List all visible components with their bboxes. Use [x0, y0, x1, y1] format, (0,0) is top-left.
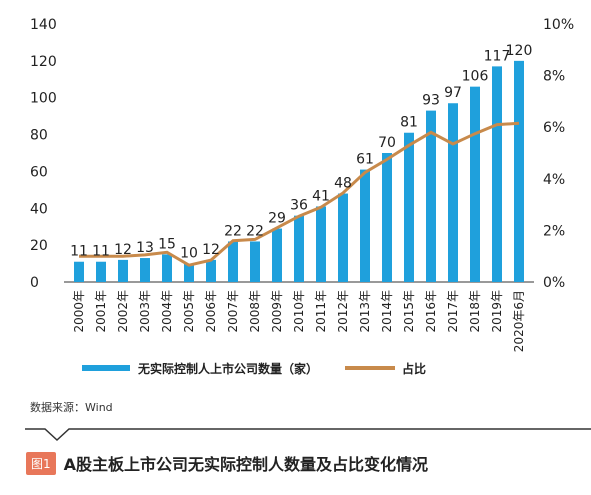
bar-series [74, 60, 524, 283]
bar [360, 169, 370, 282]
x-tick-label: 2008年 [248, 290, 262, 333]
x-tick-label: 2015年 [402, 290, 416, 333]
bar-value-label: 117 [484, 48, 511, 64]
bar-value-label: 11 [92, 244, 110, 260]
x-tick-label: 2010年 [292, 290, 306, 333]
bar [206, 259, 216, 282]
right-tick-label: 0% [543, 275, 565, 291]
figure-number-badge: 图1 [26, 451, 56, 475]
bar-value-label: 93 [422, 93, 440, 109]
bar-value-label: 22 [246, 223, 264, 239]
right-tick-label: 10% [543, 17, 574, 33]
legend: 无实际控制人上市公司数量（家） 占比 [82, 361, 426, 376]
x-axis-labels: 2000年 2001年 2002年 2003年 2004年 2005年 2006年 2007年… [72, 290, 526, 352]
bar-value-label: 22 [224, 223, 242, 239]
x-tick-label: 2012年 [336, 290, 350, 333]
bar [250, 241, 260, 282]
left-tick-label: 80 [30, 128, 48, 144]
x-tick-label: 2004年 [160, 290, 174, 333]
bar [514, 60, 524, 282]
bar-value-label: 41 [312, 188, 330, 204]
left-tick-label: 120 [30, 54, 57, 70]
right-tick-label: 4% [543, 172, 565, 188]
bar [96, 261, 106, 282]
right-axis-ticks: 0% 2% 4% 6% 8% 10% [543, 17, 574, 291]
bar-value-label: 48 [334, 176, 352, 192]
x-tick-label: 2003年 [138, 290, 152, 333]
x-tick-label: 2017年 [446, 290, 460, 333]
left-tick-label: 20 [30, 238, 48, 254]
x-tick-label: 2016年 [424, 290, 438, 333]
x-tick-label: 2009年 [270, 290, 284, 333]
x-tick-label: 2000年 [72, 290, 86, 333]
bar [404, 132, 414, 282]
x-tick-label: 2013年 [358, 290, 372, 333]
bar [74, 261, 84, 282]
bar [162, 254, 172, 282]
x-tick-label: 2019年 [490, 290, 504, 333]
legend-bar-swatch [82, 365, 130, 371]
left-tick-label: 60 [30, 164, 48, 180]
bar-value-label: 12 [114, 242, 132, 258]
bar-value-label: 106 [462, 69, 489, 85]
bar [316, 206, 326, 282]
left-axis-ticks: 0 20 40 60 80 100 120 140 [30, 17, 57, 291]
bar-value-label: 15 [158, 236, 176, 252]
x-tick-label: 2014年 [380, 290, 394, 333]
x-tick-label: 2020年6月 [512, 290, 526, 352]
left-tick-label: 40 [30, 201, 48, 217]
figure-title: A股主板上市公司无实际控制人数量及占比变化情况 [63, 455, 429, 474]
left-tick-label: 0 [30, 275, 39, 291]
left-tick-label: 140 [30, 17, 57, 33]
x-tick-label: 2011年 [314, 290, 328, 333]
x-tick-label: 2001年 [94, 290, 108, 333]
bar-value-label: 81 [400, 115, 418, 131]
bar-value-label: 12 [202, 242, 220, 258]
bar [140, 258, 150, 282]
bar [338, 193, 348, 282]
bar [382, 153, 392, 282]
ratio-line [79, 121, 520, 267]
legend-bar-label: 无实际控制人上市公司数量（家） [137, 361, 318, 376]
right-tick-label: 8% [543, 69, 565, 85]
bar [470, 86, 480, 283]
bar [228, 241, 238, 282]
x-tick-label: 2006年 [204, 290, 218, 333]
bar [426, 110, 436, 282]
right-tick-label: 6% [543, 120, 565, 136]
bar-value-label: 70 [378, 135, 396, 151]
bar-value-label: 11 [70, 244, 88, 260]
bar-value-label: 36 [290, 198, 308, 214]
x-tick-label: 2005年 [182, 290, 196, 333]
x-tick-label: 2018年 [468, 290, 482, 333]
bar [184, 263, 194, 282]
bar [272, 228, 282, 282]
bar-value-label: 120 [506, 43, 533, 59]
bar [118, 259, 128, 282]
left-tick-label: 100 [30, 91, 57, 107]
legend-line-label: 占比 [402, 361, 426, 376]
source-note: 数据来源：Wind [30, 401, 113, 414]
bar-value-label: 13 [136, 240, 154, 256]
legend-line-swatch [345, 366, 395, 370]
bar-value-label: 97 [444, 85, 462, 101]
bar-value-label: 61 [356, 152, 374, 168]
bar [294, 215, 304, 282]
bar [492, 66, 502, 282]
x-tick-label: 2002年 [116, 290, 130, 333]
right-tick-label: 2% [543, 223, 565, 239]
x-tick-label: 2007年 [226, 290, 240, 333]
bar [448, 103, 458, 282]
caption-divider [25, 428, 591, 442]
bar-value-label: 29 [268, 211, 286, 227]
figure-caption: 图1 A股主板上市公司无实际控制人数量及占比变化情况 [26, 451, 428, 475]
bar-value-label: 10 [180, 246, 198, 262]
